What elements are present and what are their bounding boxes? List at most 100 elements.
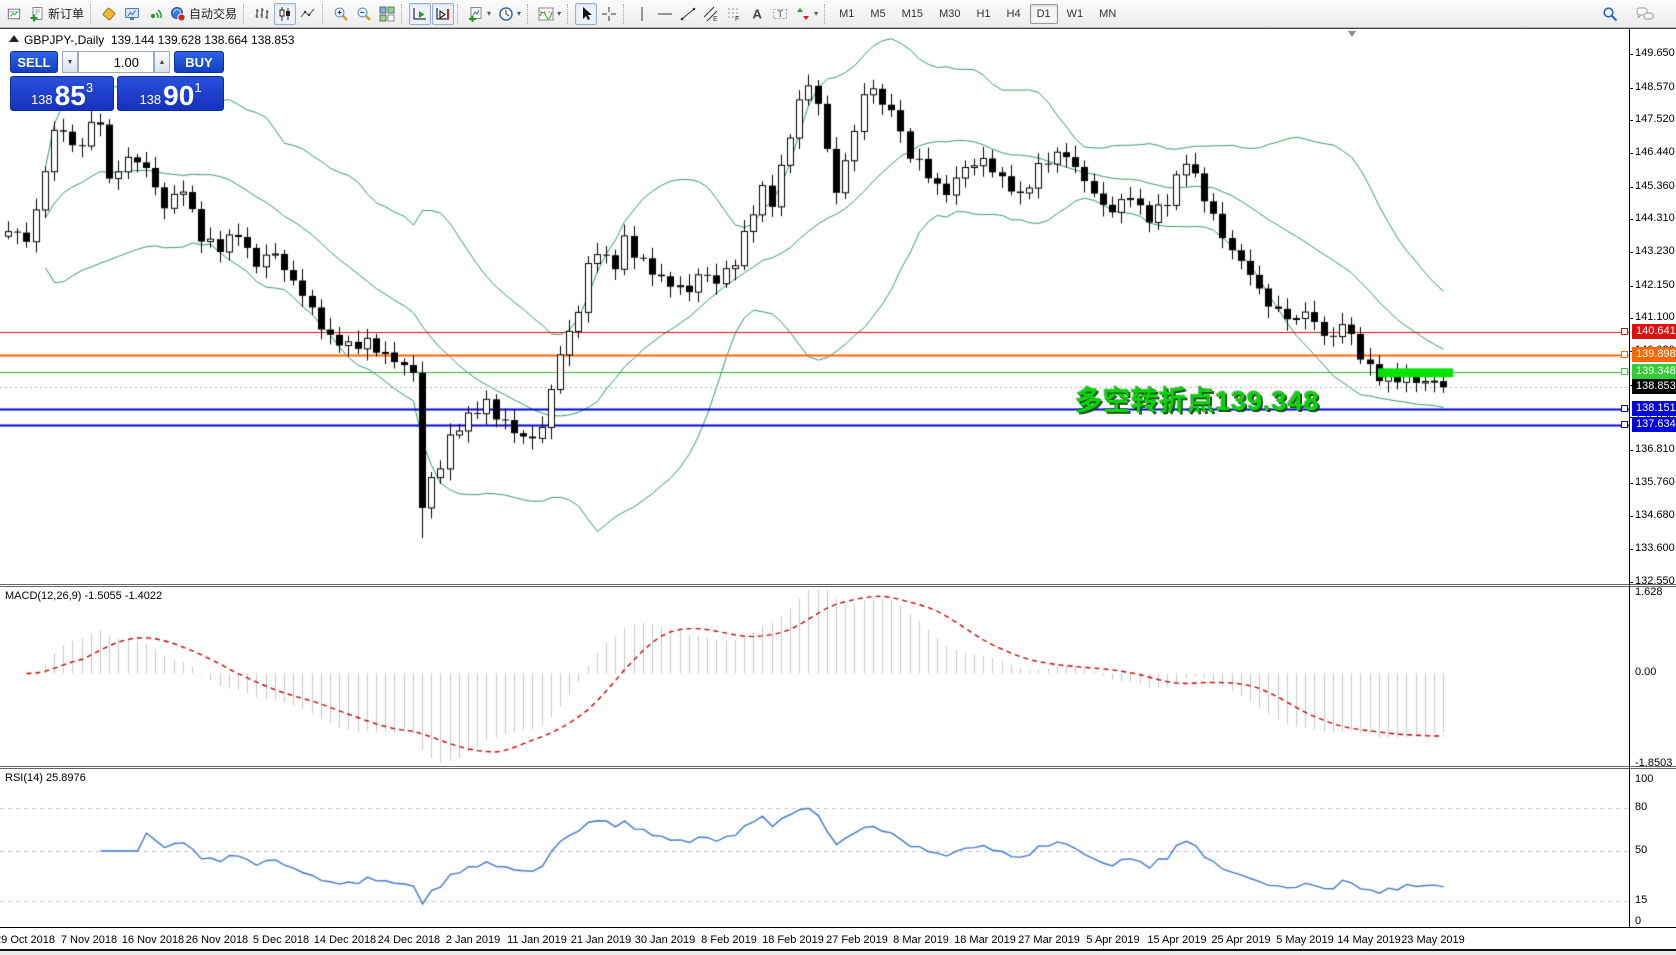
volume-decrease-button[interactable]: ▼ (62, 51, 78, 73)
zoom-out-icon (356, 6, 372, 22)
new-order-button[interactable]: 新订单 (26, 3, 87, 25)
horizontal-line-button[interactable] (654, 3, 676, 25)
timeframe-button-H1[interactable]: H1 (976, 7, 991, 20)
text-label-icon: T (772, 6, 788, 22)
terminal-icon (124, 6, 140, 22)
crosshair-button[interactable] (598, 3, 620, 25)
arrows-icon (795, 6, 811, 22)
buy-price-prefix: 138 (139, 91, 162, 107)
timeframe-button-D1[interactable]: D1 (1029, 3, 1058, 24)
price-badge: 137.634 (1632, 417, 1676, 432)
text-button[interactable]: A (746, 3, 768, 25)
timeframe-button-M5[interactable]: M5 (870, 7, 886, 20)
price-tick-label: 141.100 (1635, 311, 1675, 323)
chart-shift-button[interactable] (432, 2, 455, 25)
price-tick-label: 133.600 (1635, 542, 1675, 554)
terminal-button[interactable] (121, 3, 143, 25)
price-axis-tick (1629, 153, 1633, 154)
buy-button[interactable]: BUY (174, 51, 224, 73)
price-axis-tick (1629, 385, 1633, 386)
zoom-in-icon (333, 6, 349, 22)
text-label-button[interactable]: T (769, 3, 791, 25)
panel-separator[interactable] (0, 766, 1676, 769)
chat-button[interactable] (1633, 3, 1657, 25)
window-bottom-border (0, 949, 1676, 951)
svg-text:T: T (778, 9, 784, 19)
cursor-button[interactable] (575, 2, 598, 25)
timeframe-button-M1[interactable]: M1 (839, 7, 855, 20)
macd-tick-label: 0.00 (1635, 666, 1657, 678)
date-label: 15 Apr 2019 (1147, 934, 1207, 946)
rsi-tick-label: 80 (1635, 801, 1648, 813)
price-tick-label: 135.760 (1635, 476, 1675, 488)
zoom-in-button[interactable] (330, 3, 352, 25)
horizontal-line-icon (657, 6, 673, 22)
chevron-down-icon: ▾ (814, 9, 819, 18)
symbol-period-label: GBPJPY-,Daily (24, 33, 105, 47)
sell-button[interactable]: SELL (10, 51, 58, 73)
candlestick-chart-button[interactable] (274, 2, 297, 25)
price-axis-tick (1629, 351, 1633, 352)
collapse-trade-panel-icon[interactable] (9, 35, 19, 42)
periods-button[interactable]: ▾ (495, 3, 524, 25)
window-menu-icon[interactable] (3, 3, 25, 25)
trendline-icon (680, 6, 696, 22)
level-line-anchor (1621, 368, 1628, 375)
date-label: 7 Nov 2018 (60, 934, 118, 946)
buy-price-tile[interactable]: 138 90 1 (117, 76, 224, 111)
panel-separator[interactable] (0, 584, 1676, 587)
date-label: 5 Apr 2019 (1086, 934, 1140, 946)
tile-windows-icon (379, 6, 395, 22)
tile-windows-button[interactable] (376, 3, 398, 25)
date-label: 25 Apr 2019 (1211, 934, 1271, 946)
timeframe-button-M30[interactable]: M30 (939, 7, 961, 20)
auto-scroll-button[interactable] (409, 2, 432, 25)
rsi-panel-canvas[interactable] (0, 769, 1629, 927)
market-watch-button[interactable] (98, 3, 120, 25)
bar-chart-button[interactable] (251, 3, 273, 25)
volume-increase-button[interactable]: ▲ (154, 51, 170, 73)
sell-price-tile[interactable]: 138 85 3 (10, 76, 114, 111)
auto-trading-label: 自动交易 (189, 7, 238, 21)
vertical-line-icon (634, 6, 650, 22)
price-tick-label: 143.230 (1635, 245, 1675, 257)
price-chart-canvas[interactable] (0, 29, 1629, 585)
equidistant-channel-button[interactable]: E (700, 3, 722, 25)
timeframe-button-H4[interactable]: H4 (1006, 7, 1021, 20)
price-badge: 138.853 (1632, 379, 1676, 394)
indicators-icon (538, 6, 554, 22)
price-axis-tick (1629, 483, 1633, 484)
vertical-line-button[interactable] (631, 3, 653, 25)
new-chart-button[interactable]: ▾ (465, 3, 494, 25)
macd-panel-canvas[interactable] (0, 587, 1629, 767)
fibonacci-button[interactable]: F (723, 3, 745, 25)
chevron-down-icon: ▾ (517, 9, 522, 18)
indicators-button[interactable]: ▾ (535, 3, 564, 25)
timeframe-button-W1[interactable]: W1 (1066, 7, 1084, 20)
date-label: 18 Mar 2019 (954, 934, 1016, 946)
text-icon: A (749, 6, 765, 22)
search-button[interactable] (1599, 3, 1621, 25)
sell-price-sup: 3 (85, 80, 94, 95)
arrows-button[interactable]: ▾ (792, 3, 821, 25)
line-chart-button[interactable] (297, 3, 319, 25)
svg-text:F: F (735, 16, 739, 22)
date-label: 14 May 2019 (1337, 934, 1401, 946)
chart-shift-marker-icon[interactable] (1348, 31, 1356, 37)
price-tick-label: 145.360 (1635, 180, 1675, 192)
trendline-button[interactable] (677, 3, 699, 25)
signals-button[interactable] (144, 3, 166, 25)
autotrading-icon (170, 6, 186, 22)
date-label: 2 Jan 2019 (445, 934, 501, 946)
volume-input[interactable]: 1.00 (78, 51, 154, 73)
signals-icon (147, 6, 163, 22)
auto-trading-button[interactable]: 自动交易 (167, 3, 240, 25)
timeframe-button-MN[interactable]: MN (1099, 7, 1117, 20)
timeframe-button-M15[interactable]: M15 (901, 7, 924, 20)
chart-annotation-text[interactable]: 多空转折点139.348 (1075, 386, 1320, 416)
new-order-icon (29, 6, 45, 22)
price-axis-tick (1629, 54, 1633, 55)
zoom-out-button[interactable] (353, 3, 375, 25)
price-badge: 138.151 (1632, 401, 1676, 416)
price-axis-tick (1629, 549, 1633, 550)
